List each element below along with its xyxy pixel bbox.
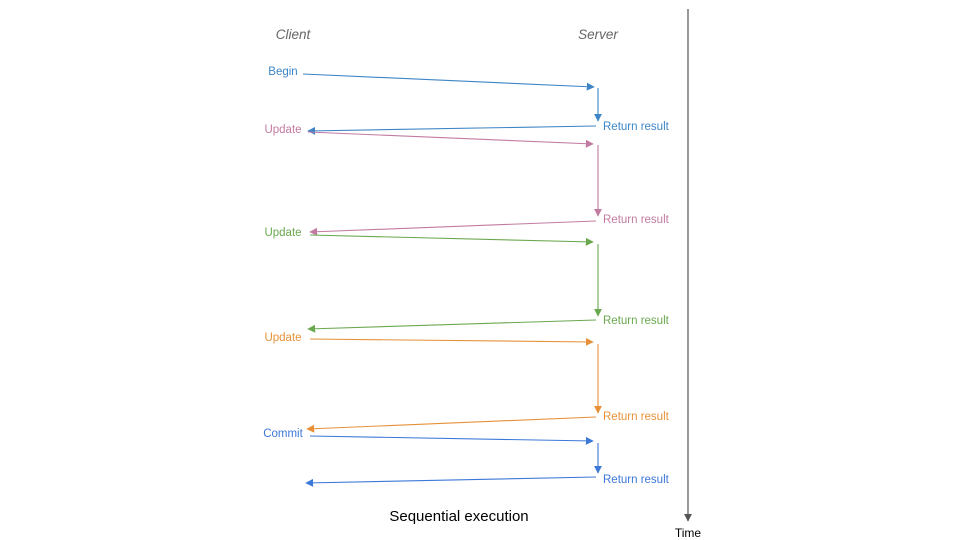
begin-response-arrow (307, 125, 597, 135)
update-3-return-result-label: Return result (603, 411, 670, 423)
begin-request-arrow (302, 73, 595, 91)
update-1-label: Update (264, 124, 301, 136)
update-2-return-result-label: Return result (603, 315, 670, 327)
round-begin: Begin Return result (268, 66, 670, 135)
update-2-label: Update (264, 227, 301, 239)
time-axis-label: Time (675, 526, 702, 540)
update-3-request-arrow (309, 337, 594, 346)
update-1-request-arrow (307, 131, 594, 148)
begin-label: Begin (268, 66, 297, 78)
commit-request-arrow (309, 435, 594, 445)
server-label: Server (578, 27, 618, 42)
client-label: Client (276, 27, 312, 42)
update-2-request-arrow (309, 234, 594, 246)
round-update-1: Update Return result (264, 124, 670, 236)
update-2-response-arrow (307, 319, 597, 333)
begin-return-result-label: Return result (603, 121, 670, 133)
commit-label: Commit (263, 428, 303, 440)
commit-response-arrow (305, 476, 597, 487)
update-3-label: Update (264, 332, 301, 344)
round-update-2: Update Return result (264, 227, 670, 333)
update-3-response-arrow (306, 416, 597, 433)
update-1-response-arrow (309, 220, 597, 236)
round-commit: Commit Return result (263, 428, 670, 487)
commit-return-result-label: Return result (603, 474, 670, 486)
update-1-return-result-label: Return result (603, 214, 670, 226)
diagram-title: Sequential execution (389, 508, 528, 525)
round-update-3: Update Return result (264, 332, 670, 433)
